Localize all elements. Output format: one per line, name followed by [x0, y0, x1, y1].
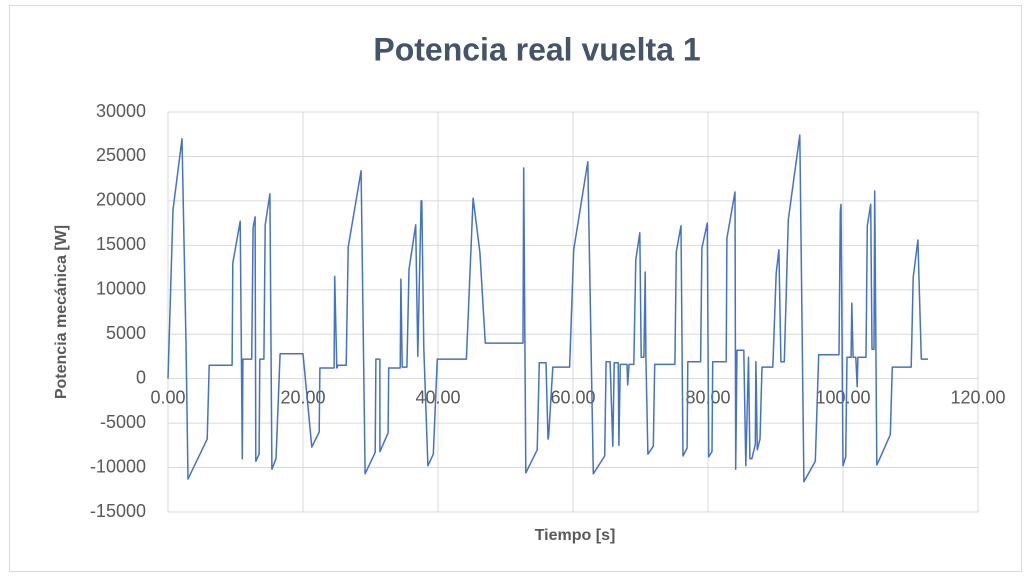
x-tick-label: 40.00: [415, 387, 460, 407]
x-tick-label: 0.00: [150, 387, 185, 407]
y-tick-label: 30000: [96, 101, 146, 121]
y-tick-label: 10000: [96, 279, 146, 299]
y-tick-label: 0: [136, 367, 146, 387]
y-tick-label: 5000: [106, 323, 146, 343]
data-line: [167, 134, 928, 483]
x-tick-label: 20.00: [280, 387, 325, 407]
y-tick-label: -10000: [90, 456, 146, 476]
x-axis-label: Tiempo [s]: [535, 527, 616, 544]
y-tick-label: -5000: [100, 412, 146, 432]
y-tick-label: 15000: [96, 234, 146, 254]
chart-border: [9, 5, 1022, 572]
y-tick-label: -15000: [90, 501, 146, 521]
y-tick-label: 25000: [96, 145, 146, 165]
y-tick-label: 20000: [96, 190, 146, 210]
x-tick-label: 120.00: [950, 387, 1005, 407]
y-axis-label: Potencia mecánica [W]: [53, 225, 70, 399]
x-tick-label: 60.00: [550, 387, 595, 407]
chart-title: Potencia real vuelta 1: [373, 31, 700, 67]
